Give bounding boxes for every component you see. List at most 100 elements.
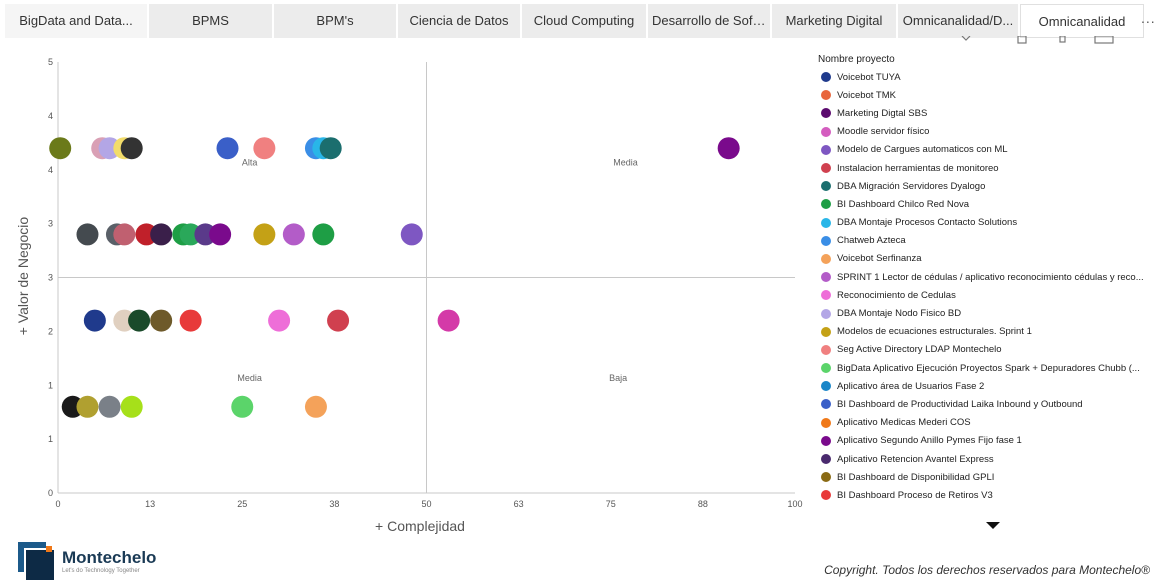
data-point: [49, 137, 72, 160]
data-point: [312, 223, 335, 246]
data-point: [128, 309, 151, 332]
focus-icon: [1059, 36, 1066, 43]
legend-marker-icon: [821, 381, 831, 392]
data-point: [282, 223, 305, 246]
legend-item-label: SPRINT 1 Lector de cédulas / aplicativo …: [837, 271, 1144, 283]
legend-item-label: Aplicativo Retencion Avantel Express: [837, 453, 994, 465]
legend-item[interactable]: Aplicativo Medicas Mederi COS: [818, 414, 1148, 432]
legend-marker-icon: [821, 235, 831, 246]
legend-marker-icon: [821, 181, 831, 192]
more-options-icon[interactable]: ...: [1141, 10, 1156, 26]
legend-marker-icon: [821, 435, 831, 446]
x-tick-label: 75: [606, 499, 616, 509]
data-point: [150, 309, 173, 332]
data-point: [268, 309, 291, 332]
data-point: [120, 395, 143, 418]
legend-item[interactable]: Modelo de Cargues automaticos con ML: [818, 141, 1148, 159]
legend-marker-icon: [821, 290, 831, 301]
legend-marker-icon: [821, 108, 831, 119]
x-tick-label: 100: [787, 499, 802, 509]
tab-omnicanalidad[interactable]: Omnicanalidad: [1020, 4, 1144, 38]
legend-item-label: DBA Migración Servidores Dyalogo: [837, 180, 986, 192]
legend-item[interactable]: BI Dashboard de Productividad Laika Inbo…: [818, 395, 1148, 413]
export-icon: [1094, 36, 1114, 44]
tab-omnicanalidad-d[interactable]: Omnicanalidad/D...: [898, 4, 1020, 38]
legend-item[interactable]: Aplicativo área de Usuarios Fase 2: [818, 377, 1148, 395]
logo-name: Montechelo: [62, 548, 157, 567]
legend-item[interactable]: Modelos de ecuaciones estructurales. Spr…: [818, 323, 1148, 341]
data-point: [76, 223, 99, 246]
legend-marker-icon: [821, 344, 831, 355]
legend-item-label: Reconocimiento de Cedulas: [837, 289, 956, 301]
legend-marker-icon: [821, 417, 831, 428]
legend-marker-icon: [821, 90, 831, 101]
legend-item[interactable]: Chatweb Azteca: [818, 232, 1148, 250]
legend-item[interactable]: Voicebot TUYA: [818, 68, 1148, 86]
scatter-chart: 0 13 25 38 50 63 75 88 100 0 1 1 2 3 3 4 4 5 Alta Media Medi…: [48, 57, 803, 509]
legend-item[interactable]: Seg Active Directory LDAP Montechelo: [818, 341, 1148, 359]
data-point: [400, 223, 423, 246]
data-point: [319, 137, 342, 160]
legend-item[interactable]: Instalacion herramientas de monitoreo: [818, 159, 1148, 177]
tab-desarrollo-software[interactable]: Desarrollo de Soft...: [648, 4, 772, 38]
legend-item[interactable]: BI Dashboard de Disponibilidad GPLI: [818, 468, 1148, 486]
legend-item[interactable]: DBA Montaje Nodo Fisico BD: [818, 304, 1148, 322]
legend-item-label: Aplicativo Medicas Mederi COS: [837, 417, 971, 429]
legend-item[interactable]: Moodle servidor físico: [818, 123, 1148, 141]
legend-item-label: DBA Montaje Procesos Contacto Solutions: [837, 217, 1018, 229]
legend-marker-icon: [821, 126, 831, 137]
legend-item[interactable]: DBA Migración Servidores Dyalogo: [818, 177, 1148, 195]
legend-item-label: Voicebot TUYA: [837, 71, 901, 83]
y-tick-label: 4: [48, 111, 53, 121]
tab-bpms[interactable]: BPMS: [149, 4, 274, 38]
legend-item[interactable]: Voicebot TMK: [818, 86, 1148, 104]
legend-item-label: Marketing Digtal SBS: [837, 107, 928, 119]
legend-item[interactable]: SPRINT 1 Lector de cédulas / aplicativo …: [818, 268, 1148, 286]
legend-items: Voicebot TUYA Voicebot TMK Marketing Digta…: [818, 68, 1148, 505]
data-point: [216, 137, 239, 160]
data-point: [327, 309, 350, 332]
quadrant-label: Media: [613, 157, 638, 167]
data-point: [98, 395, 121, 418]
legend-item[interactable]: Voicebot Serfinanza: [818, 250, 1148, 268]
legend-item[interactable]: Aplicativo Segundo Anillo Pymes Fijo fas…: [818, 432, 1148, 450]
legend-item[interactable]: Reconocimiento de Cedulas: [818, 286, 1148, 304]
tab-marketing-digital[interactable]: Marketing Digital: [772, 4, 898, 38]
x-axis-label: + Complejidad: [375, 518, 465, 534]
data-point: [717, 137, 740, 160]
legend-item-label: DBA Montaje Nodo Fisico BD: [837, 308, 962, 320]
legend-marker-icon: [821, 163, 831, 174]
legend-item[interactable]: DBA Montaje Procesos Contacto Solutions: [818, 214, 1148, 232]
legend-marker-icon: [821, 72, 831, 83]
data-point: [83, 309, 106, 332]
legend-marker-icon: [821, 199, 831, 210]
tab-cloud-computing[interactable]: Cloud Computing: [522, 4, 648, 38]
x-tick-label: 13: [145, 499, 155, 509]
legend-item[interactable]: BI Dashboard Proceso de Retiros V3: [818, 486, 1148, 504]
legend-item-label: Aplicativo área de Usuarios Fase 2: [837, 380, 985, 392]
legend-item[interactable]: BI Dashboard Chilco Red Nova: [818, 195, 1148, 213]
legend-item[interactable]: Marketing Digtal SBS: [818, 104, 1148, 122]
legend-item[interactable]: BigData Aplicativo Ejecución Proyectos S…: [818, 359, 1148, 377]
data-point: [150, 223, 173, 246]
data-point: [253, 223, 276, 246]
filter-icon: [1017, 36, 1027, 44]
data-point: [437, 309, 460, 332]
y-tick-label: 4: [48, 165, 53, 175]
tab-bigdata[interactable]: BigData and Data...: [5, 4, 149, 38]
y-tick-label: 1: [48, 434, 53, 444]
legend-marker-icon: [821, 308, 831, 319]
legend-scroll-down-icon[interactable]: [986, 522, 1000, 529]
legend-marker-icon: [821, 399, 831, 410]
montechelo-logo: Montechelo Let's do Technology Together: [18, 540, 158, 582]
quadrant-label: Baja: [609, 373, 627, 383]
legend-item[interactable]: Aplicativo Retencion Avantel Express: [818, 450, 1148, 468]
visual-header-icons: [961, 36, 1114, 44]
tab-ciencia-de-datos[interactable]: Ciencia de Datos: [398, 4, 522, 38]
x-tick-label: 50: [421, 499, 431, 509]
y-tick-label: 0: [48, 488, 53, 498]
legend-title: Nombre proyecto: [818, 54, 895, 65]
tab-bpms-2[interactable]: BPM's: [274, 4, 398, 38]
x-tick-label: 25: [237, 499, 247, 509]
copyright-text: Copyright. Todos los derechos reservados…: [824, 563, 1150, 577]
